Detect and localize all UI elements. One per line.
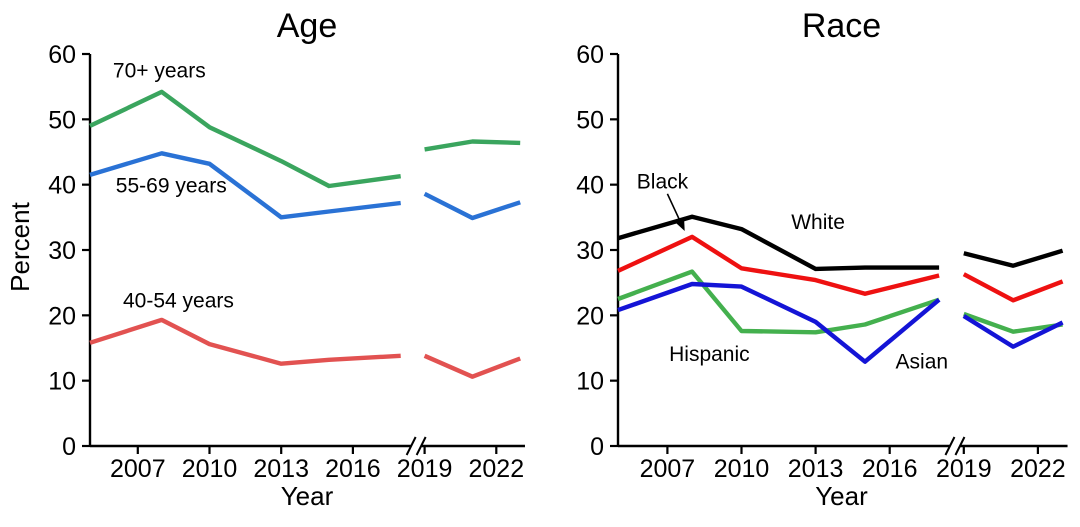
y-tick-label: 40: [48, 172, 76, 200]
series-line-asian: [617, 281, 941, 364]
x-tick-label: 2019: [397, 455, 453, 483]
series-line-black: [962, 272, 1064, 303]
y-tick-label: 60: [576, 41, 604, 69]
annotation-hispanic: Hispanic: [669, 343, 750, 366]
panel-title-age: Age: [276, 7, 338, 45]
annotation-black: Black: [637, 170, 689, 193]
annotation-arrowhead: [675, 219, 685, 232]
annotation-arrow: [666, 193, 683, 225]
axis-break-mark: [944, 436, 956, 456]
annotation-55-69-years: 55-69 years: [116, 174, 227, 197]
y-tick-label: 10: [576, 368, 604, 396]
x-axis-label-year-right: Year: [815, 481, 868, 511]
series-line-white: [963, 248, 1064, 268]
y-tick-label: 50: [576, 106, 604, 134]
y-tick-label: 20: [48, 302, 76, 330]
series-line-hispanic: [963, 311, 1063, 334]
x-tick-label: 2013: [253, 455, 309, 483]
x-tick-label: 2016: [862, 455, 918, 483]
y-axis-label-percent: Percent: [5, 202, 35, 292]
series-line-55-69-years: [89, 151, 401, 220]
annotation-asian: Asian: [896, 351, 949, 374]
y-tick-label: 40: [576, 172, 604, 200]
x-tick-label: 2022: [1010, 455, 1066, 483]
axis-break-mark: [954, 436, 966, 456]
annotation-white: White: [791, 211, 845, 234]
x-tick-label: 2022: [468, 455, 524, 483]
y-tick-label: 60: [48, 41, 76, 69]
series-line-white: [617, 214, 940, 272]
axis-break-mark: [415, 436, 427, 456]
y-tick-label: 50: [48, 106, 76, 134]
y-tick-label: 10: [48, 368, 76, 396]
annotation-40-54-years: 40-54 years: [123, 289, 234, 312]
y-tick-label: 0: [62, 433, 76, 461]
series-line-40-54-years: [89, 317, 401, 366]
series-line-black: [617, 234, 940, 296]
x-axis-label-year-left: Year: [280, 481, 334, 511]
y-tick-label: 0: [590, 433, 604, 461]
x-tick-label: 2007: [640, 455, 696, 483]
series-line-40-54-years: [423, 353, 521, 379]
axis-break-mark: [405, 436, 417, 456]
y-tick-label: 20: [576, 302, 604, 330]
x-tick-label: 2007: [110, 455, 166, 483]
x-tick-label: 2013: [788, 455, 844, 483]
series-line-55-69-years: [423, 191, 521, 221]
series-line-asian: [962, 314, 1064, 349]
y-tick-label: 30: [48, 237, 76, 265]
series-line-70-years: [424, 139, 521, 152]
series-line-hispanic: [617, 269, 940, 335]
x-tick-label: 2016: [325, 455, 381, 483]
x-tick-label: 2019: [936, 455, 992, 483]
x-tick-label: 2010: [182, 455, 238, 483]
panel-title-race: Race: [801, 7, 882, 45]
y-tick-label: 30: [576, 237, 604, 265]
x-tick-label: 2010: [714, 455, 770, 483]
annotation-70-years: 70+ years: [113, 59, 206, 82]
series-line-70-years: [89, 89, 401, 189]
